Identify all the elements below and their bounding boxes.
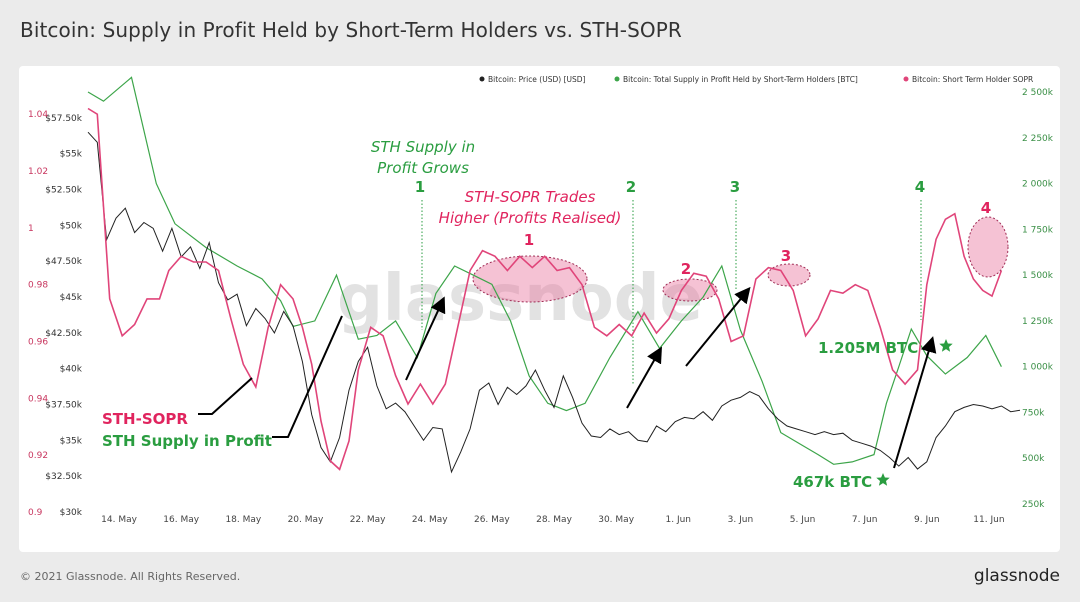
y-tick-price: $37.50k <box>45 401 82 411</box>
x-tick-label: 3. Jun <box>728 515 754 525</box>
x-tick-label: 16. May <box>163 515 199 525</box>
annotation-sopr-higher-line2: Higher (Profits Realised) <box>439 209 622 227</box>
page-title: Bitcoin: Supply in Profit Held by Short-… <box>20 18 682 42</box>
legend-supply-marker <box>614 76 620 82</box>
pointer-line-sopr <box>198 377 253 415</box>
green-number-3: 3 <box>730 178 740 196</box>
y-tick-supply: 2 500k <box>1022 88 1054 98</box>
y-tick-sopr: 1.02 <box>28 167 48 177</box>
legend-supply: Bitcoin: Total Supply in Profit Held by … <box>623 75 858 84</box>
y-tick-price: $52.50k <box>45 186 82 196</box>
legend-price: Bitcoin: Price (USD) [USD] <box>488 75 586 84</box>
pointer-line-supply <box>272 315 343 438</box>
y-tick-sopr: 0.94 <box>28 394 48 404</box>
highlight-ellipse <box>472 255 588 303</box>
y-tick-supply: 250k <box>1022 500 1045 510</box>
x-tick-label: 5. Jun <box>790 515 816 525</box>
y-tick-sopr: 0.9 <box>28 508 43 518</box>
x-tick-label: 1. Jun <box>666 515 692 525</box>
trend-arrow <box>893 336 937 469</box>
x-tick-label: 24. May <box>412 515 448 525</box>
legend-price-marker <box>479 76 485 82</box>
label-sth-supply: STH Supply in Profit <box>102 432 272 450</box>
annotation-sopr-higher-line1: STH-SOPR Trades <box>465 188 596 206</box>
y-tick-price: $47.50k <box>45 257 82 267</box>
brand-logo: glassnode <box>973 566 1060 586</box>
y-tick-sopr: 0.96 <box>28 338 48 348</box>
trend-arrow <box>405 296 446 381</box>
x-tick-label: 7. Jun <box>852 515 878 525</box>
x-tick-label: 18. May <box>225 515 261 525</box>
star-marker-high <box>939 339 953 352</box>
y-tick-supply: 750k <box>1022 408 1045 418</box>
x-tick-label: 22. May <box>350 515 386 525</box>
y-tick-sopr: 0.98 <box>28 281 48 291</box>
y-tick-supply: 1 250k <box>1022 317 1054 327</box>
x-tick-label: 11. Jun <box>973 515 1004 525</box>
y-tick-supply: 2 250k <box>1022 134 1054 144</box>
chart-card <box>19 66 1060 552</box>
trend-arrow <box>685 286 751 367</box>
green-number-1: 1 <box>415 178 425 196</box>
x-tick-label: 20. May <box>288 515 324 525</box>
y-tick-supply: 1 000k <box>1022 363 1054 373</box>
y-tick-supply: 1 750k <box>1022 225 1054 235</box>
y-tick-supply: 1 500k <box>1022 271 1054 281</box>
series-price-line <box>87 131 1021 474</box>
y-tick-price: $55k <box>60 150 83 160</box>
label-btc-low: 467k BTC <box>793 473 872 491</box>
x-tick-label: 26. May <box>474 515 510 525</box>
y-tick-price: $50k <box>60 221 83 231</box>
label-sth-sopr: STH-SOPR <box>102 410 188 428</box>
y-tick-price: $42.50k <box>45 329 82 339</box>
annotation-supply-grows-line1: STH Supply in <box>371 138 475 156</box>
green-number-2: 2 <box>626 178 636 196</box>
highlight-ellipse <box>967 216 1009 278</box>
y-tick-price: $30k <box>60 508 83 518</box>
trend-arrow <box>626 346 662 409</box>
y-tick-price: $45k <box>60 293 83 303</box>
star-marker-low <box>876 473 890 486</box>
copyright: © 2021 Glassnode. All Rights Reserved. <box>20 570 241 583</box>
legend-sopr-marker <box>903 76 909 82</box>
y-tick-supply: 500k <box>1022 454 1045 464</box>
x-tick-label: 30. May <box>598 515 634 525</box>
watermark: glassnode <box>337 262 703 336</box>
legend: Bitcoin: Price (USD) [USD] Bitcoin: Tota… <box>479 75 1033 84</box>
pink-number-2: 2 <box>681 260 691 278</box>
legend-sopr: Bitcoin: Short Term Holder SOPR <box>912 75 1033 84</box>
pink-number-1: 1 <box>524 231 534 249</box>
x-tick-label: 28. May <box>536 515 572 525</box>
x-tick-label: 9. Jun <box>914 515 940 525</box>
y-tick-price: $35k <box>60 436 83 446</box>
y-tick-price: $32.50k <box>45 472 82 482</box>
annotation-supply-grows-line2: Profit Grows <box>377 159 469 177</box>
green-number-4: 4 <box>915 178 925 196</box>
y-tick-price: $40k <box>60 365 83 375</box>
label-btc-high: 1.205M BTC <box>818 339 918 357</box>
y-tick-sopr: 1 <box>28 224 34 234</box>
series-sopr-line <box>87 107 1003 471</box>
series-supply-line <box>87 76 1002 465</box>
y-tick-sopr: 0.92 <box>28 451 48 461</box>
pink-number-3: 3 <box>781 247 791 265</box>
y-tick-price: $57.50k <box>45 114 82 124</box>
y-tick-sopr: 1.04 <box>28 110 48 120</box>
y-tick-supply: 2 000k <box>1022 180 1054 190</box>
pink-number-4: 4 <box>981 199 991 217</box>
x-tick-label: 14. May <box>101 515 137 525</box>
